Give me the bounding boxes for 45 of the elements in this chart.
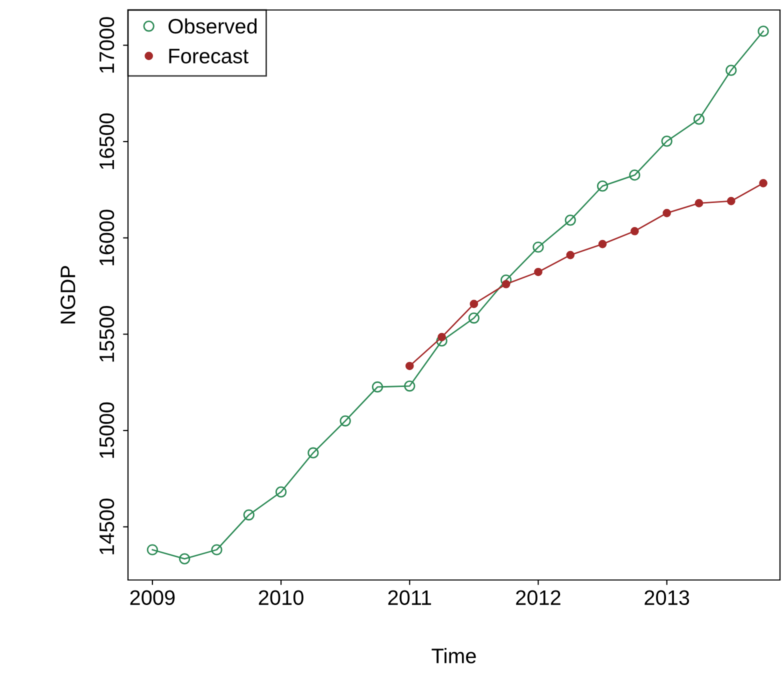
y-tick-label: 16000 <box>99 210 114 266</box>
point <box>211 544 222 556</box>
point <box>596 180 608 192</box>
x-axis-title: Time <box>432 648 476 664</box>
x-tick-label: 2012 <box>516 590 560 606</box>
point <box>726 64 737 76</box>
point <box>693 114 705 125</box>
point <box>179 553 190 564</box>
point <box>566 250 575 260</box>
y-axis-title: NGDP <box>60 266 76 324</box>
x-tick-label: 2010 <box>258 590 304 606</box>
x-tick-label: 2013 <box>644 590 690 606</box>
legend-label: Observed <box>168 18 257 34</box>
point <box>243 509 254 520</box>
point <box>308 447 319 458</box>
y-tick-label: 15000 <box>99 402 114 458</box>
point <box>564 214 576 226</box>
y-tick-label: 14500 <box>99 498 114 554</box>
point <box>534 268 542 276</box>
point <box>759 179 768 188</box>
point <box>598 240 607 248</box>
point <box>661 136 672 147</box>
x-tick-label: 2011 <box>388 590 432 606</box>
point <box>468 312 480 324</box>
point <box>726 196 736 206</box>
y-tick-label: 15500 <box>99 306 114 362</box>
point <box>470 300 478 308</box>
point <box>404 380 416 392</box>
point <box>629 170 640 181</box>
x-tick-label: 2009 <box>130 590 175 606</box>
point <box>275 486 287 498</box>
y-tick-label: 16500 <box>99 113 114 169</box>
point <box>340 415 351 426</box>
point <box>405 362 414 370</box>
y-tick-label: 17000 <box>99 17 114 73</box>
point <box>758 26 769 37</box>
point <box>372 381 384 393</box>
point <box>662 208 671 218</box>
point <box>694 199 704 208</box>
point <box>146 544 158 556</box>
legend-label: Forecast <box>169 48 248 64</box>
point <box>630 226 639 236</box>
point <box>438 332 446 342</box>
point <box>532 242 544 253</box>
point <box>502 280 510 288</box>
